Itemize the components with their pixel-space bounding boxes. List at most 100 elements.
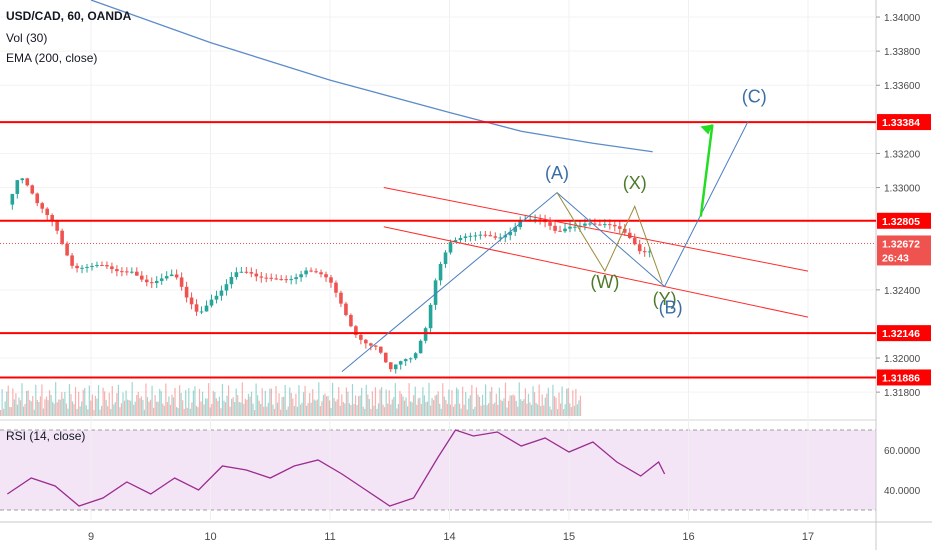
volume-bar [76,408,78,416]
volume-bar [390,404,392,416]
volume-bar [529,402,531,416]
volume-bar [227,385,230,416]
volume-bar [279,409,282,416]
volume-bar [255,383,257,416]
volume-bar [455,387,458,416]
volume-bar [478,396,481,416]
volume-bar [399,390,401,416]
candle-body [199,311,204,313]
time-tick-label: 17 [802,531,814,543]
volume-bar [570,407,572,416]
candle-body [25,178,30,186]
volume-bar [261,388,263,416]
volume-bar [137,391,139,416]
candle-body [169,274,174,277]
volume-bar [12,388,14,416]
candle-body [219,290,224,296]
volume-bar [244,398,246,416]
price-label-box [877,369,931,386]
volume-bar [163,405,165,416]
candle-body [329,277,333,283]
candle-body [374,345,378,347]
volume-bar [371,391,373,416]
rsi-tick-label: 60.0000 [884,446,921,457]
volume-bar [65,403,67,416]
volume-bar [309,393,311,416]
volume-bar [82,389,84,416]
volume-bar [119,407,121,416]
volume-bar [373,405,375,416]
volume-bar [388,390,390,416]
candle-body [324,274,328,278]
candle-body [314,271,318,273]
volume-bar [556,409,559,416]
candle-body [513,227,518,232]
volume-bar [42,408,45,416]
volume-bar [224,402,227,416]
candle-body [608,224,612,226]
volume-bar [354,395,357,416]
volume-bar [474,406,476,416]
volume-bar [555,397,557,416]
volume-bar [365,384,367,416]
candle-body [339,292,343,304]
volume-bar [116,393,118,416]
volume-bar [168,396,170,416]
volume-bar [114,402,116,416]
candle-body [393,364,398,370]
candle-body [598,224,602,226]
volume-bar [120,403,123,416]
candle-body [224,284,229,291]
volume-bar [353,403,355,416]
volume-bar [266,406,268,416]
candle-body [453,240,458,243]
volume-bar [526,403,528,416]
volume-bar [434,395,436,416]
price-tick-label: 1.31800 [884,388,921,399]
volume-bar [215,398,217,416]
volume-bar [533,392,536,416]
volume-bar [6,391,8,416]
volume-bar [53,403,55,416]
volume-bar [552,384,554,416]
volume-bar [298,385,300,416]
volume-bar [156,401,158,416]
volume-bar [380,387,383,416]
candle-body [105,265,109,267]
candle-body [40,203,45,209]
volume-bar [264,390,266,416]
volume-bar [442,383,444,416]
candle-body [468,235,473,237]
candle-body [583,223,587,226]
volume-bar [48,390,51,416]
volume-bar [330,408,332,416]
volume-bar [301,402,303,416]
candle-body [254,273,259,277]
volume-bar [504,382,507,416]
candle-body [309,270,313,272]
volume-bar [527,393,530,416]
volume-bar [44,399,46,416]
volume-bar [544,397,546,416]
volume-bar [423,395,426,416]
volume-bar [283,396,285,416]
candle-body [209,299,214,306]
volume-bar [420,404,422,416]
volume-bar [462,386,464,416]
volume-bar [367,394,369,416]
volume-bar [575,388,577,416]
volume-bar [553,396,556,416]
wave-label: (W) [590,272,619,292]
volume-bar [140,396,142,416]
volume-bar [512,394,514,416]
candle-body [588,223,592,225]
candle-body [149,282,154,284]
volume-bar [117,384,120,416]
volume-bar [289,387,291,416]
volume-bar [405,397,407,416]
volume-bar [94,395,97,416]
volume-bar [307,402,309,416]
candle-body [473,235,478,237]
volume-bar [488,403,490,416]
volume-bar [523,399,525,416]
